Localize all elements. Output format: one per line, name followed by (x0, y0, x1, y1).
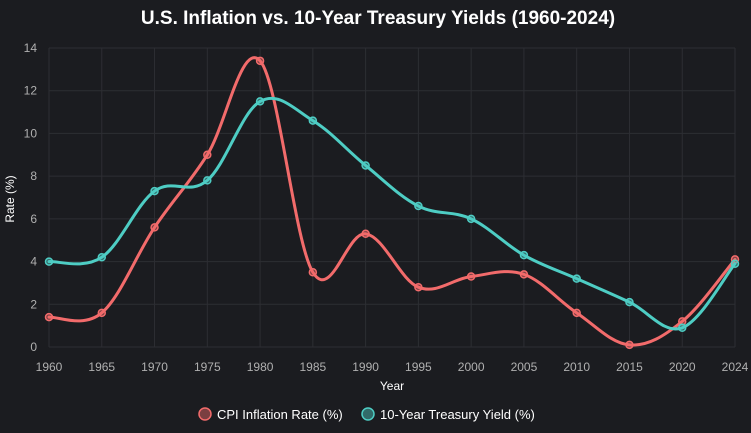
x-tick-label: 1970 (141, 360, 168, 374)
data-point[interactable] (203, 150, 212, 160)
data-point[interactable] (150, 186, 159, 196)
series-line-cpi-inflation (47, 56, 737, 347)
x-tick-label: 2020 (669, 360, 696, 374)
y-tick-label: 10 (24, 126, 38, 140)
data-point[interactable] (255, 97, 265, 106)
series-line-treasury-yield (47, 96, 737, 331)
data-point[interactable] (572, 308, 581, 318)
legend-item[interactable]: 10-Year Treasury Yield (%) (361, 407, 535, 422)
data-point[interactable] (519, 250, 529, 260)
data-point[interactable] (308, 268, 318, 277)
data-point[interactable] (625, 340, 634, 350)
y-tick-label: 4 (30, 255, 37, 269)
data-point[interactable] (361, 229, 370, 239)
x-tick-label: 1990 (352, 360, 379, 374)
legend: CPI Inflation Rate (%) 10-Year Treasury Y… (198, 407, 535, 422)
grid (48, 47, 736, 348)
x-tick-label: 1960 (36, 360, 63, 374)
series (44, 56, 740, 350)
data-point[interactable] (361, 161, 370, 170)
x-tick-label: 1980 (247, 360, 274, 374)
data-point[interactable] (414, 282, 423, 292)
legend-item[interactable]: CPI Inflation Rate (%) (198, 407, 343, 422)
y-tick-label: 0 (30, 340, 37, 354)
data-point[interactable] (414, 201, 423, 211)
data-point[interactable] (203, 176, 212, 185)
x-tick-label: 1985 (299, 360, 326, 374)
x-tick-label: 1965 (88, 360, 115, 374)
data-point[interactable] (97, 308, 107, 318)
x-tick-label: 2005 (511, 360, 538, 374)
x-tick-label: 2024 (722, 360, 749, 374)
x-tick-label: 2000 (458, 360, 485, 374)
x-tick-label: 1995 (405, 360, 432, 374)
data-point[interactable] (97, 253, 107, 262)
y-tick-label: 14 (24, 41, 38, 55)
data-point[interactable] (44, 257, 54, 266)
y-axis-ticks: 0 2 4 6 8 10 12 14 (24, 41, 38, 354)
data-point[interactable] (625, 297, 634, 307)
y-axis-label: Rate (%) (3, 175, 17, 222)
legend-label: CPI Inflation Rate (%) (217, 407, 343, 422)
x-tick-label: 2010 (563, 360, 590, 374)
data-point[interactable] (677, 323, 687, 333)
legend-swatch (361, 407, 375, 421)
data-point[interactable] (572, 274, 581, 283)
data-point[interactable] (308, 116, 318, 125)
y-tick-label: 6 (30, 212, 37, 226)
x-axis-label: Year (380, 379, 404, 393)
y-tick-label: 2 (30, 297, 37, 311)
x-tick-label: 2015 (616, 360, 643, 374)
y-tick-label: 8 (30, 169, 37, 183)
data-point[interactable] (466, 272, 476, 281)
x-axis-ticks: 1960 1965 1970 1975 1980 1985 1990 1995 2000 2005… (36, 360, 749, 374)
x-tick-label: 1975 (194, 360, 221, 374)
chart-title: U.S. Inflation vs. 10-Year Treasury Yiel… (141, 8, 615, 29)
data-point[interactable] (730, 259, 740, 268)
legend-swatch (198, 407, 212, 421)
data-point[interactable] (44, 312, 54, 322)
legend-label: 10-Year Treasury Yield (%) (380, 407, 535, 422)
data-point[interactable] (519, 270, 529, 279)
data-point[interactable] (466, 214, 476, 224)
data-point[interactable] (255, 56, 265, 66)
data-point[interactable] (150, 223, 159, 232)
y-tick-label: 12 (24, 84, 38, 98)
